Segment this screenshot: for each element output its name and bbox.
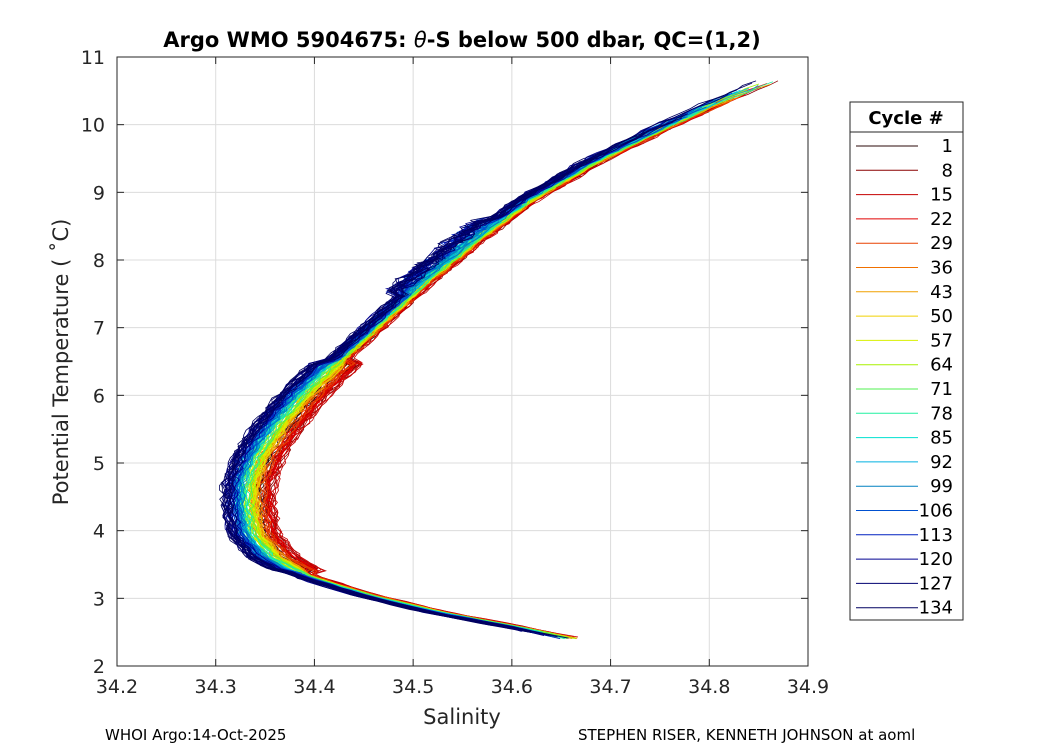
legend-label: 134 <box>919 598 953 619</box>
cycle-line <box>225 153 605 633</box>
x-tick-label: 34.8 <box>688 676 730 698</box>
cycle-line <box>223 135 638 628</box>
cycle-line <box>220 157 592 627</box>
cycle-line <box>235 89 741 632</box>
legend-label: 99 <box>930 476 953 497</box>
x-axis-label: Salinity <box>423 705 501 729</box>
cycle-line <box>234 141 631 626</box>
title-prefix: Argo WMO 5904675: <box>163 28 414 52</box>
legend-label: 64 <box>930 355 953 376</box>
legend-title: Cycle # <box>868 108 943 129</box>
legend-label: 57 <box>930 330 953 351</box>
cycle-line <box>245 81 774 632</box>
y-tick-label: 7 <box>93 318 105 340</box>
legend-label: 15 <box>930 185 953 206</box>
series-lines <box>218 80 779 640</box>
legend-label: 120 <box>919 549 953 570</box>
x-ticks: 34.2 34.3 34.4 34.5 34.6 34.7 34.8 34.9 <box>96 57 829 698</box>
cycle-line <box>224 93 729 632</box>
legend-label: 22 <box>930 209 953 230</box>
cycle-line <box>230 92 733 633</box>
y-axis-label: Potential Temperature ( ˚C) <box>49 219 73 506</box>
cycle-line <box>251 114 695 632</box>
legend-label: 85 <box>930 428 953 449</box>
cycle-line <box>234 92 731 633</box>
legend-box <box>849 101 964 621</box>
legend-label: 92 <box>930 452 953 473</box>
grid <box>116 56 809 667</box>
legend-label: 50 <box>930 306 953 327</box>
y-tick-label: 4 <box>93 521 105 543</box>
footer-credit-right: STEPHEN RISER, KENNETH JOHNSON at aoml <box>578 726 916 744</box>
y-tick-label: 6 <box>93 385 105 407</box>
y-tick-label: 8 <box>93 250 105 272</box>
x-tick-label: 34.9 <box>787 676 829 698</box>
cycle-line <box>250 150 622 638</box>
legend-label: 36 <box>930 258 953 279</box>
legend-label: 78 <box>930 403 953 424</box>
cycle-line <box>271 164 600 634</box>
cycle-line <box>233 87 749 634</box>
y-tick-label: 9 <box>93 182 105 204</box>
cycle-line <box>270 108 712 639</box>
legend-entries: 1 8 15 22 29 36 43 50 57 64 71 78 85 92 99 106 113 120 127… <box>856 136 953 619</box>
y-tick-label: 11 <box>81 47 105 69</box>
cycle-line <box>239 97 723 630</box>
title-suffix: -S below 500 dbar, QC=(1,2) <box>427 28 761 52</box>
x-tick-label: 34.7 <box>589 676 631 698</box>
y-ticks: 2 3 4 5 6 7 8 9 10 11 <box>81 47 808 678</box>
legend-label: 106 <box>919 501 953 522</box>
cycle-line <box>257 170 586 627</box>
legend-label: 113 <box>919 525 953 546</box>
cycle-line <box>220 82 753 629</box>
legend-label: 29 <box>930 233 953 254</box>
cycle-line <box>262 157 601 637</box>
y-tick-label: 2 <box>93 656 105 678</box>
cycle-line <box>218 80 757 633</box>
cycle-line <box>236 116 688 628</box>
plot-frame <box>116 56 809 667</box>
x-tick-label: 34.6 <box>491 676 533 698</box>
legend-label: 43 <box>930 282 953 303</box>
chart-title: Argo WMO 5904675: θ-S below 500 dbar, QC… <box>163 28 760 52</box>
cycle-line <box>221 99 714 626</box>
x-tick-label: 34.2 <box>96 676 138 698</box>
legend-label: 1 <box>942 136 953 157</box>
cycle-line <box>230 121 674 639</box>
cycle-line <box>262 97 734 629</box>
x-tick-label: 34.3 <box>195 676 237 698</box>
legend-label: 8 <box>942 160 953 181</box>
cycle-line <box>233 92 738 629</box>
y-tick-label: 5 <box>93 453 105 475</box>
title-theta: θ <box>414 28 427 52</box>
legend: Cycle # 18152229364350576471788592991061… <box>849 101 964 621</box>
legend-label: 71 <box>930 379 953 400</box>
cycle-line <box>222 139 626 630</box>
footer-credit-left: WHOI Argo:14-Oct-2025 <box>105 726 287 744</box>
y-tick-label: 10 <box>81 115 105 137</box>
x-tick-label: 34.5 <box>392 676 434 698</box>
y-tick-label: 3 <box>93 588 105 610</box>
legend-label: 127 <box>919 573 953 594</box>
cycle-line <box>240 84 759 628</box>
x-tick-label: 34.4 <box>293 676 335 698</box>
